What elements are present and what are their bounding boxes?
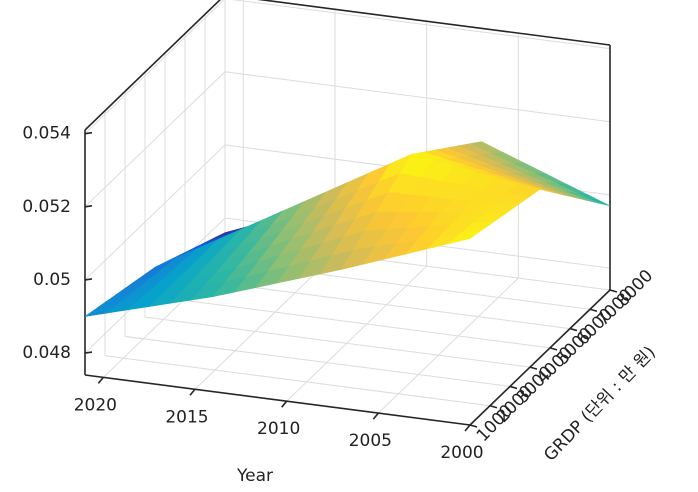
z-tick [84, 278, 93, 281]
grid-line [231, 0, 611, 50]
y-tick [589, 308, 598, 313]
z-tick-label: 0.052 [22, 197, 71, 217]
x-tick [372, 412, 379, 420]
grid-line [164, 297, 551, 349]
surface-patch [576, 192, 611, 207]
surface-patch [448, 230, 482, 244]
y-tick [549, 347, 558, 351]
grid-line [194, 253, 336, 390]
axis-line [469, 289, 611, 426]
grid-line [224, 71, 611, 123]
grid-line [124, 335, 511, 387]
axis-line [84, 374, 471, 426]
x-tick-label: 2015 [165, 407, 208, 427]
x-tick [464, 424, 471, 432]
axis-line [84, 0, 221, 131]
grid-line [144, 316, 531, 368]
y-tick [569, 327, 578, 332]
x-tick-label: 2005 [349, 431, 392, 451]
x-axis-title: Year [236, 466, 273, 486]
grid-line [104, 355, 491, 407]
x-tick-label: 2020 [74, 395, 117, 415]
y-tick [609, 289, 618, 293]
z-tick-label: 0.05 [33, 270, 71, 290]
y-tick [489, 404, 498, 409]
grid-line [84, 71, 226, 208]
x-tick [281, 400, 288, 408]
y-tick [469, 424, 478, 428]
axis-line [257, 0, 611, 46]
z-tick [84, 204, 93, 208]
y-tick [509, 385, 518, 390]
grid-line [84, 144, 226, 281]
z-tick-label: 0.048 [22, 343, 71, 363]
grid-line [84, 0, 225, 135]
y-tick [529, 366, 538, 370]
z-tick [84, 351, 93, 354]
grid-line [377, 277, 519, 414]
grid-line [286, 265, 428, 402]
x-tick-label: 2010 [257, 419, 300, 439]
x-tick [97, 376, 104, 384]
z-tick-label: 0.054 [22, 124, 71, 144]
z-tick [84, 131, 93, 135]
x-tick [189, 388, 196, 396]
x-tick-label: 2000 [440, 443, 483, 463]
